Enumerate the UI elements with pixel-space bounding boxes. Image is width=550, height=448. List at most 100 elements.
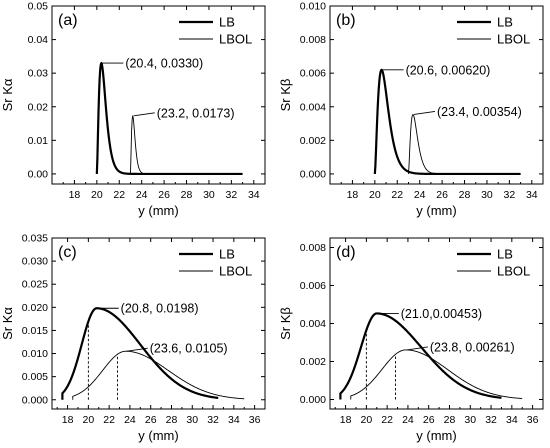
x-axis-title: y (mm) bbox=[416, 428, 456, 443]
x-tick-label: 22 bbox=[103, 414, 115, 426]
peak-annotation: (21.0,0.00453) bbox=[401, 307, 482, 321]
y-tick-label: 0.006 bbox=[300, 68, 326, 80]
y-tick-label: 0.000 bbox=[300, 394, 326, 406]
y-axis-title: Sr Kβ bbox=[278, 307, 293, 340]
x-tick-label: 34 bbox=[248, 189, 260, 201]
plot-frame bbox=[329, 5, 544, 185]
y-tick-label: 0.015 bbox=[22, 325, 48, 337]
chart-panel: 18 20 22 24 26 28 30 32 34 0.00 0.01 0.02 0.03 0.04 0.… bbox=[0, 1, 266, 218]
peak-annotation: (23.2, 0.0173) bbox=[157, 106, 235, 120]
y-tick-label: 0.020 bbox=[22, 302, 48, 314]
x-tick-label: 24 bbox=[124, 414, 136, 426]
x-axis-title: y (mm) bbox=[138, 203, 178, 218]
y-tick-label: 0.02 bbox=[28, 101, 49, 113]
series-line-lbol bbox=[72, 350, 245, 400]
x-tick-label: 28 bbox=[459, 189, 471, 201]
x-tick-label: 20 bbox=[91, 189, 103, 201]
x-tick-label: 24 bbox=[414, 189, 426, 201]
chart-panel: 18 20 22 24 26 28 30 32 34 36 0.000 0.005 0.010 0.015… bbox=[0, 233, 266, 443]
legend-label: LBOL bbox=[497, 264, 530, 279]
y-tick-label: 0.03 bbox=[28, 68, 49, 80]
y-tick-label: 0.030 bbox=[22, 256, 48, 268]
x-tick-label: 20 bbox=[83, 414, 95, 426]
series-line-lb bbox=[373, 68, 522, 176]
plot-frame bbox=[51, 5, 266, 185]
x-tick-label: 30 bbox=[481, 189, 493, 201]
y-tick-label: 0.035 bbox=[22, 233, 48, 245]
y-tick-label: 0.008 bbox=[300, 242, 326, 254]
x-tick-label: 34 bbox=[228, 414, 240, 426]
x-tick-label: 32 bbox=[226, 189, 238, 201]
peak-annotation: (23.6, 0.0105) bbox=[150, 342, 228, 356]
x-tick-label: 18 bbox=[69, 189, 81, 201]
x-tick-label: 26 bbox=[423, 414, 435, 426]
x-tick-label: 26 bbox=[158, 189, 170, 201]
legend-label: LB bbox=[497, 15, 513, 30]
x-tick-label: 26 bbox=[436, 189, 448, 201]
x-tick-label: 28 bbox=[166, 414, 178, 426]
x-tick-label: 34 bbox=[526, 189, 538, 201]
y-tick-label: 0.05 bbox=[28, 1, 49, 13]
x-tick-label: 30 bbox=[203, 189, 215, 201]
y-tick-label: 0.000 bbox=[300, 168, 326, 180]
peak-annotation: (20.6, 0.00620) bbox=[406, 63, 491, 77]
x-tick-label: 28 bbox=[444, 414, 456, 426]
panel-label: (d) bbox=[336, 244, 356, 261]
y-tick-label: 0.002 bbox=[300, 135, 326, 147]
y-tick-label: 0.025 bbox=[22, 279, 48, 291]
panel-label: (b) bbox=[336, 12, 356, 29]
series-line-lbol bbox=[408, 114, 521, 175]
x-axis-title: y (mm) bbox=[138, 428, 178, 443]
annotation-leader bbox=[413, 111, 436, 115]
y-axis-title: Sr Kα bbox=[0, 78, 15, 111]
legend-label: LBOL bbox=[219, 32, 252, 47]
y-tick-label: 0.010 bbox=[300, 1, 326, 13]
panel-label: (c) bbox=[58, 244, 77, 261]
x-tick-label: 36 bbox=[527, 414, 539, 426]
x-tick-label: 32 bbox=[504, 189, 516, 201]
annotation-leader bbox=[126, 347, 148, 352]
chart-panel: 18 20 22 24 26 28 30 32 34 36 0.000 0.002 0.004 0.006… bbox=[278, 237, 544, 443]
y-tick-label: 0.006 bbox=[300, 280, 326, 292]
x-tick-label: 22 bbox=[113, 189, 125, 201]
peak-annotation: (20.4, 0.0330) bbox=[125, 57, 203, 71]
y-tick-label: 0.00 bbox=[28, 168, 49, 180]
y-tick-label: 0.04 bbox=[28, 34, 49, 46]
x-tick-label: 18 bbox=[62, 414, 74, 426]
y-axis-title: Sr Kα bbox=[0, 307, 15, 340]
x-tick-label: 32 bbox=[207, 414, 219, 426]
peak-annotation: (23.4, 0.00354) bbox=[437, 105, 522, 119]
legend-label: LB bbox=[497, 247, 513, 262]
y-axis-title: Sr Kβ bbox=[278, 79, 293, 112]
chart-panel: 18 20 22 24 26 28 30 32 34 0.000 0.002 0.004 0.006 0.… bbox=[278, 1, 544, 218]
y-tick-label: 0.010 bbox=[22, 348, 48, 360]
x-tick-label: 22 bbox=[391, 189, 403, 201]
x-axis-title: y (mm) bbox=[416, 203, 456, 218]
peak-annotation: (20.8, 0.0198) bbox=[121, 302, 199, 316]
series-line-lbol bbox=[350, 349, 523, 400]
y-tick-label: 0.004 bbox=[300, 101, 326, 113]
y-tick-label: 0.002 bbox=[300, 356, 326, 368]
x-tick-label: 18 bbox=[347, 189, 359, 201]
legend-label: LBOL bbox=[497, 32, 530, 47]
plot-frame bbox=[51, 237, 266, 410]
x-tick-label: 28 bbox=[181, 189, 193, 201]
annotation-leader bbox=[133, 112, 155, 117]
x-tick-label: 30 bbox=[186, 414, 198, 426]
panel-label: (a) bbox=[58, 12, 78, 29]
series-line-lb bbox=[339, 312, 503, 400]
legend-label: LBOL bbox=[219, 264, 252, 279]
peak-annotation: (23.8, 0.00261) bbox=[430, 340, 515, 354]
x-tick-label: 24 bbox=[136, 189, 148, 201]
series-line-lbol bbox=[130, 115, 243, 175]
x-tick-label: 32 bbox=[485, 414, 497, 426]
x-tick-label: 22 bbox=[381, 414, 393, 426]
y-tick-label: 0.004 bbox=[300, 318, 326, 330]
x-tick-label: 20 bbox=[369, 189, 381, 201]
y-tick-label: 0.005 bbox=[22, 371, 48, 383]
y-tick-label: 0.000 bbox=[22, 394, 48, 406]
x-tick-label: 36 bbox=[249, 414, 261, 426]
x-tick-label: 20 bbox=[361, 414, 373, 426]
y-tick-label: 0.008 bbox=[300, 34, 326, 46]
